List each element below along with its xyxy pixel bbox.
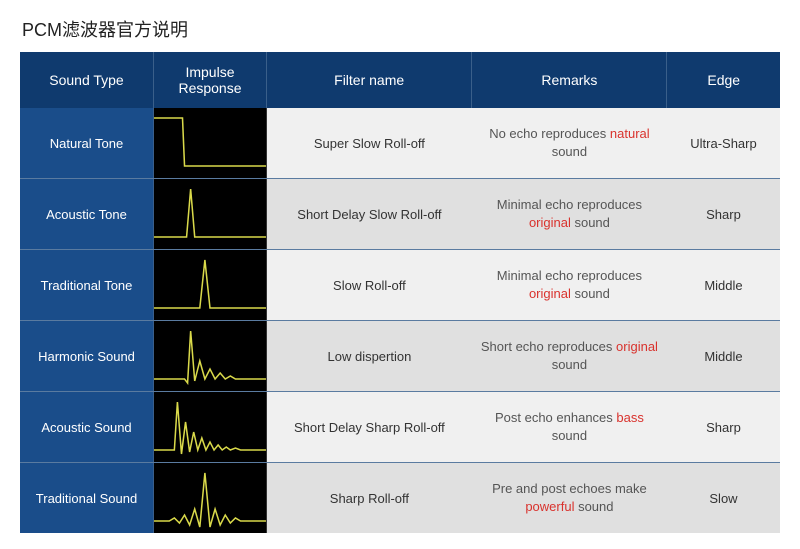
cell-filter-name: Low dispertion <box>266 321 471 392</box>
cell-remarks: Post echo enhances bass sound <box>472 392 667 463</box>
cell-edge: Sharp <box>667 392 780 463</box>
page-title: PCM滤波器官方说明 <box>22 16 780 42</box>
filter-table: Sound Type Impulse Response Filter name … <box>20 52 780 533</box>
cell-impulse-response <box>154 321 267 392</box>
table-row: Acoustic Sound Short Delay Sharp Roll-off… <box>20 392 780 463</box>
cell-sound-type: Acoustic Sound <box>20 392 154 463</box>
col-impulse-response: Impulse Response <box>154 52 267 108</box>
table-row: Harmonic Sound Low dispertionShort echo r… <box>20 321 780 392</box>
cell-edge: Sharp <box>667 179 780 250</box>
cell-sound-type: Traditional Tone <box>20 250 154 321</box>
cell-filter-name: Super Slow Roll-off <box>266 108 471 179</box>
cell-edge: Slow <box>667 463 780 534</box>
cell-impulse-response <box>154 250 267 321</box>
table-row: Traditional Sound Sharp Roll-offPre and p… <box>20 463 780 534</box>
cell-impulse-response <box>154 463 267 534</box>
cell-impulse-response <box>154 179 267 250</box>
cell-remarks: Short echo reproduces original sound <box>472 321 667 392</box>
impulse-waveform-icon <box>154 108 266 178</box>
cell-filter-name: Sharp Roll-off <box>266 463 471 534</box>
cell-impulse-response <box>154 108 267 179</box>
cell-edge: Middle <box>667 321 780 392</box>
cell-filter-name: Short Delay Sharp Roll-off <box>266 392 471 463</box>
cell-sound-type: Acoustic Tone <box>20 179 154 250</box>
cell-remarks: Pre and post echoes make powerful sound <box>472 463 667 534</box>
col-remarks: Remarks <box>472 52 667 108</box>
remarks-highlight: original <box>616 339 658 354</box>
cell-remarks: Minimal echo reproduces original sound <box>472 179 667 250</box>
cell-edge: Middle <box>667 250 780 321</box>
cell-edge: Ultra-Sharp <box>667 108 780 179</box>
cell-impulse-response <box>154 392 267 463</box>
table-row: Natural Tone Super Slow Roll-offNo echo r… <box>20 108 780 179</box>
remarks-highlight: original <box>529 215 571 230</box>
table-row: Traditional Tone Slow Roll-offMinimal ech… <box>20 250 780 321</box>
impulse-waveform-icon <box>154 250 266 320</box>
cell-remarks: No echo reproduces natural sound <box>472 108 667 179</box>
remarks-highlight: powerful <box>525 499 574 514</box>
col-sound-type: Sound Type <box>20 52 154 108</box>
col-filter-name: Filter name <box>266 52 471 108</box>
remarks-highlight: natural <box>610 126 650 141</box>
cell-filter-name: Short Delay Slow Roll-off <box>266 179 471 250</box>
impulse-waveform-icon <box>154 392 266 462</box>
table-row: Acoustic Tone Short Delay Slow Roll-offMi… <box>20 179 780 250</box>
cell-remarks: Minimal echo reproduces original sound <box>472 250 667 321</box>
cell-sound-type: Harmonic Sound <box>20 321 154 392</box>
header-row: Sound Type Impulse Response Filter name … <box>20 52 780 108</box>
remarks-highlight: bass <box>616 410 643 425</box>
impulse-waveform-icon <box>154 321 266 391</box>
cell-filter-name: Slow Roll-off <box>266 250 471 321</box>
remarks-highlight: original <box>529 286 571 301</box>
cell-sound-type: Traditional Sound <box>20 463 154 534</box>
impulse-waveform-icon <box>154 463 266 533</box>
col-edge: Edge <box>667 52 780 108</box>
impulse-waveform-icon <box>154 179 266 249</box>
cell-sound-type: Natural Tone <box>20 108 154 179</box>
